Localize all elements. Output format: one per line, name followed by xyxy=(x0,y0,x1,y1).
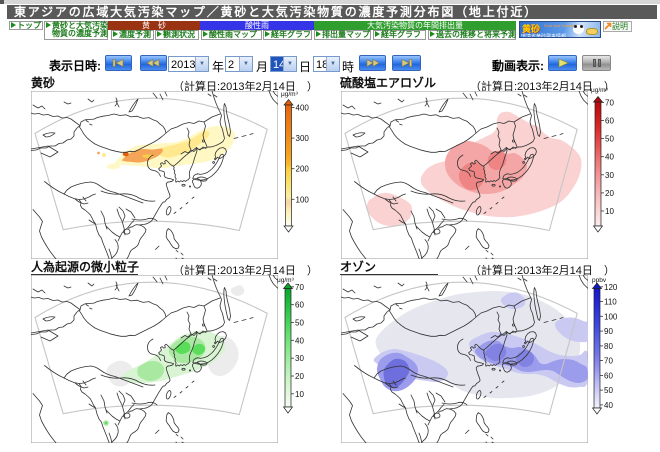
svg-text:70: 70 xyxy=(295,283,304,292)
svg-text:70: 70 xyxy=(604,357,613,366)
svg-text:μg/m³: μg/m³ xyxy=(277,277,295,284)
svg-text:60: 60 xyxy=(605,117,614,126)
svg-text:10: 10 xyxy=(605,207,614,216)
svg-text:70: 70 xyxy=(605,98,614,107)
svg-text:μg/m³: μg/m³ xyxy=(591,87,609,94)
svg-text:100: 100 xyxy=(604,312,618,321)
svg-text:110: 110 xyxy=(604,298,617,307)
svg-text:μg/m³: μg/m³ xyxy=(281,91,299,98)
svg-text:90: 90 xyxy=(604,327,613,336)
svg-text:40: 40 xyxy=(605,153,614,162)
svg-text:120: 120 xyxy=(604,283,618,292)
svg-text:400: 400 xyxy=(296,104,310,113)
svg-text:200: 200 xyxy=(296,165,310,174)
svg-text:80: 80 xyxy=(604,342,613,351)
svg-text:60: 60 xyxy=(295,301,304,310)
svg-text:30: 30 xyxy=(295,354,304,363)
svg-text:40: 40 xyxy=(604,401,613,410)
svg-text:30: 30 xyxy=(605,171,614,180)
svg-text:50: 50 xyxy=(605,135,614,144)
svg-text:20: 20 xyxy=(605,189,614,198)
svg-text:10: 10 xyxy=(295,390,304,399)
svg-text:100: 100 xyxy=(296,195,310,204)
svg-text:50: 50 xyxy=(604,386,613,395)
svg-text:ppbv: ppbv xyxy=(592,277,607,284)
svg-text:50: 50 xyxy=(295,319,304,328)
svg-text:20: 20 xyxy=(295,372,304,381)
svg-text:40: 40 xyxy=(295,336,304,345)
svg-text:300: 300 xyxy=(296,134,310,143)
svg-text:60: 60 xyxy=(604,371,613,380)
